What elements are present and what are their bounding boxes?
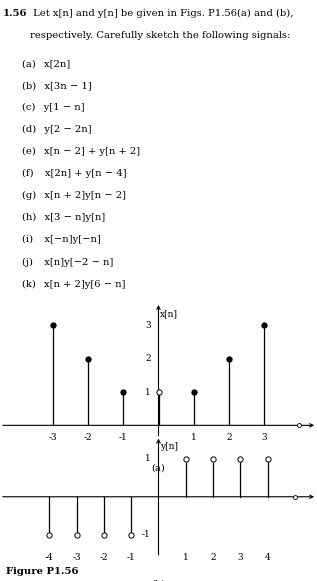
Text: 1: 1 bbox=[191, 433, 197, 442]
Text: y[n]: y[n] bbox=[160, 442, 178, 451]
Text: (i)   x[−n]y[−n]: (i) x[−n]y[−n] bbox=[22, 235, 101, 245]
Text: 4: 4 bbox=[265, 553, 271, 562]
Text: -2: -2 bbox=[100, 553, 108, 562]
Text: Figure P1.56: Figure P1.56 bbox=[6, 568, 79, 576]
Text: (g)  x[n + 2]y[n − 2]: (g) x[n + 2]y[n − 2] bbox=[22, 191, 126, 200]
Text: (e)  x[n − 2] + y[n + 2]: (e) x[n − 2] + y[n + 2] bbox=[22, 147, 140, 156]
Text: 3: 3 bbox=[261, 433, 267, 442]
Text: -1: -1 bbox=[142, 530, 151, 539]
Text: 1: 1 bbox=[145, 388, 151, 397]
Text: x[n]: x[n] bbox=[160, 309, 178, 318]
Text: (a)  x[2n]: (a) x[2n] bbox=[22, 59, 70, 68]
Text: 2: 2 bbox=[226, 433, 232, 442]
Text: 2: 2 bbox=[145, 354, 151, 363]
Text: -4: -4 bbox=[45, 553, 54, 562]
Text: (b): (b) bbox=[152, 580, 165, 581]
Text: (h)  x[3 − n]y[n]: (h) x[3 − n]y[n] bbox=[22, 213, 106, 223]
Text: 3: 3 bbox=[238, 553, 243, 562]
Text: -3: -3 bbox=[49, 433, 57, 442]
Text: 1.56: 1.56 bbox=[3, 9, 28, 18]
Text: -2: -2 bbox=[84, 433, 92, 442]
Text: (j)   x[n]y[−2 − n]: (j) x[n]y[−2 − n] bbox=[22, 257, 113, 267]
Text: 1: 1 bbox=[183, 553, 189, 562]
Text: (d)  y[2 − 2n]: (d) y[2 − 2n] bbox=[22, 125, 92, 134]
Text: -1: -1 bbox=[119, 433, 128, 442]
Text: 2: 2 bbox=[210, 553, 216, 562]
Text: (b)  x[3n − 1]: (b) x[3n − 1] bbox=[22, 81, 92, 90]
Text: (f)   x[2n] + y[n − 4]: (f) x[2n] + y[n − 4] bbox=[22, 169, 127, 178]
Text: (k)  x[n + 2]y[6 − n]: (k) x[n + 2]y[6 − n] bbox=[22, 279, 126, 289]
Text: -1: -1 bbox=[127, 553, 136, 562]
Text: 3: 3 bbox=[145, 321, 151, 330]
Text: Let x[n] and y[n] be given in Figs. P1.56(a) and (b),: Let x[n] and y[n] be given in Figs. P1.5… bbox=[30, 9, 294, 18]
Text: -3: -3 bbox=[72, 553, 81, 562]
Text: (a): (a) bbox=[152, 463, 165, 472]
Text: 1: 1 bbox=[145, 454, 151, 463]
Text: respectively. Carefully sketch the following signals:: respectively. Carefully sketch the follo… bbox=[30, 31, 290, 40]
Text: (c)  y[1 − n]: (c) y[1 − n] bbox=[22, 103, 85, 112]
